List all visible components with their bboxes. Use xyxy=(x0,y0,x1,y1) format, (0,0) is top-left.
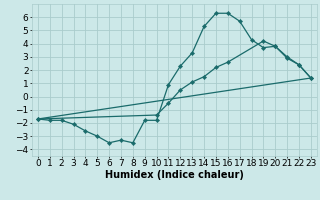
X-axis label: Humidex (Indice chaleur): Humidex (Indice chaleur) xyxy=(105,170,244,180)
